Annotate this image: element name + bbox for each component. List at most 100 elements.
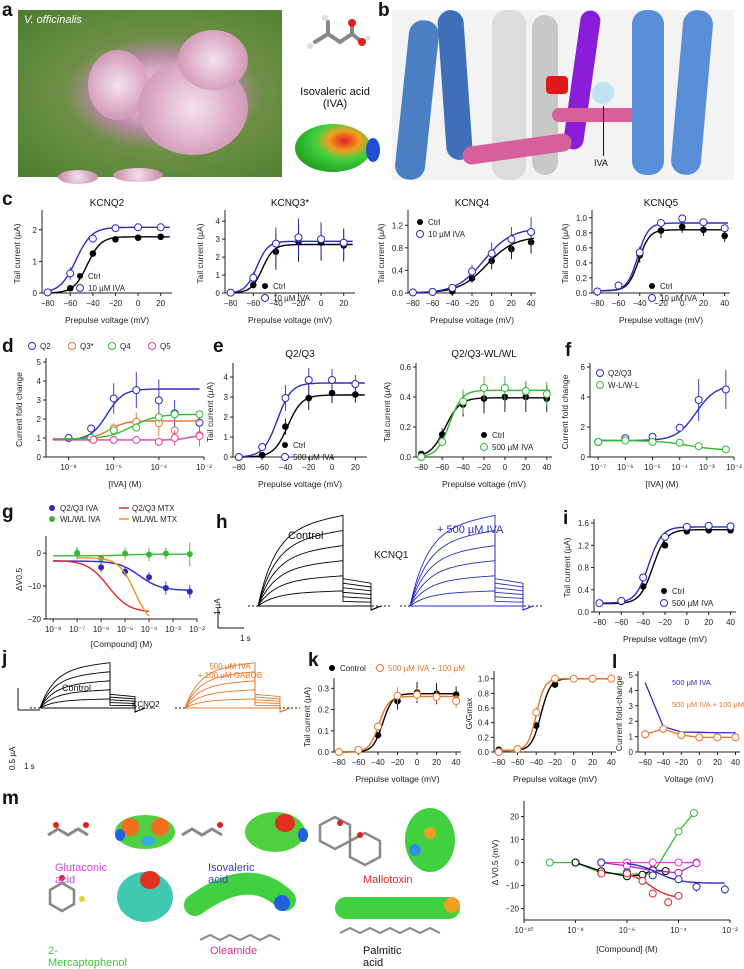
y-axis-label: Δ V0.5 (mV) bbox=[490, 839, 500, 885]
legend-label: 500 µM IVA bbox=[672, 599, 714, 608]
data-point bbox=[704, 521, 713, 530]
series-500-m-iva-100-m-gabob bbox=[494, 674, 616, 756]
kcnq-channel-structure: IVA bbox=[392, 10, 734, 180]
panel-label-h: h bbox=[216, 512, 228, 533]
y-tick-label: 0 bbox=[224, 453, 229, 462]
molecule-name-isovaleric: Isovaleric acid bbox=[208, 862, 254, 886]
y-tick-label: 2 bbox=[224, 413, 229, 422]
data-point bbox=[614, 281, 623, 290]
legend-swatch bbox=[49, 505, 55, 511]
y-tick-label: 0.6 bbox=[576, 244, 588, 253]
series-10-m-iva bbox=[226, 218, 353, 297]
data-point bbox=[661, 532, 669, 541]
kcnq2-current-traces bbox=[17, 662, 300, 713]
data-point bbox=[393, 691, 402, 700]
data-point bbox=[154, 437, 163, 446]
fit-curve bbox=[626, 874, 679, 898]
chart-q2q3: −80 −60 −40 −20 0 20 0 1 2 3 4 Prepulse voltage (mV… bbox=[205, 349, 367, 489]
chart-dose-response-kcnq: 10⁻⁸ 10⁻⁶ 10⁻⁴ 10⁻² 0 1 2 3 4 5 [IVA] (M) Current f… bbox=[14, 342, 212, 489]
panel-label-i: i bbox=[563, 508, 569, 529]
data-point bbox=[408, 288, 417, 297]
x-axis-label: [IVA] (M) bbox=[646, 479, 679, 489]
mallotoxin-ligand bbox=[546, 76, 568, 94]
data-point bbox=[281, 394, 290, 402]
data-point bbox=[674, 858, 683, 867]
data-point bbox=[89, 250, 97, 257]
y-axis-label: Tail current (µA) bbox=[205, 382, 215, 442]
x-tick-label: −40 bbox=[446, 299, 460, 308]
y-tick-label: 6 bbox=[581, 363, 586, 372]
legend-label: Ctrl bbox=[273, 282, 286, 291]
chart-kcnq1: −80 −60 −40 −20 0 20 40 0.0 0.4 0.8 1.2 1.6 Prepulse… bbox=[562, 519, 736, 644]
data-point bbox=[545, 858, 554, 867]
legend-swatch bbox=[481, 432, 487, 438]
fit-curve bbox=[230, 240, 353, 294]
y-tick-label: 0.0 bbox=[318, 748, 330, 757]
x-tick-label: −20 bbox=[292, 299, 306, 308]
j-channel-label: KCNQ2 bbox=[132, 700, 160, 709]
current-trace bbox=[185, 707, 291, 713]
data-point bbox=[664, 898, 673, 907]
legend-label: 10 µM IVA bbox=[428, 230, 466, 239]
data-point bbox=[89, 435, 98, 444]
data-point bbox=[571, 858, 580, 867]
legend-label: Q2 bbox=[40, 342, 51, 351]
y-tick-label: 0 bbox=[515, 859, 520, 868]
y-tick-label: 4 bbox=[224, 373, 229, 382]
data-point bbox=[146, 551, 153, 558]
x-tick-label: 40 bbox=[527, 299, 536, 308]
panel-label-f: f bbox=[565, 340, 572, 361]
y-tick-label: 0.8 bbox=[392, 244, 404, 253]
series-500-m-iva bbox=[595, 521, 735, 608]
x-tick-label: −40 bbox=[279, 463, 293, 472]
chart-compounds-dv05: 10⁻¹⁰ 10⁻⁸ 10⁻⁶ 10⁻⁴ 10⁻² −20 −10 0 10 20 [Compoun… bbox=[490, 801, 738, 954]
x-tick-label: −80 bbox=[591, 299, 605, 308]
legend-label: Q2/Q3 IVA bbox=[60, 504, 99, 513]
legend-swatch bbox=[596, 369, 604, 377]
data-point bbox=[132, 386, 141, 395]
y-tick-label: 0.1 bbox=[318, 727, 330, 736]
data-point bbox=[354, 745, 363, 754]
x-tick-label: −80 bbox=[414, 463, 428, 472]
y-tick-label: 2 bbox=[216, 253, 221, 262]
legend-swatch bbox=[49, 516, 55, 522]
series-w-l-w-l bbox=[594, 436, 730, 454]
series-500-m-iva-100-m-gabob bbox=[641, 724, 740, 742]
h-channel-label: KCNQ1 bbox=[374, 550, 409, 561]
chart-kcnq2: −80 −60 −40 −20 0 20 0 1 2 Prepulse voltage (mV) T… bbox=[12, 198, 172, 325]
data-point bbox=[721, 385, 730, 394]
oleamide-name: Oleamide bbox=[210, 945, 258, 957]
x-tick-label: 0 bbox=[319, 299, 324, 308]
legend-label: Ctrl bbox=[293, 441, 306, 450]
legend-label: 500 µM IVA bbox=[293, 453, 335, 462]
y-tick-label: 0.2 bbox=[576, 274, 588, 283]
data-point bbox=[146, 574, 153, 581]
legend-swatch bbox=[77, 273, 83, 279]
data-point bbox=[507, 235, 516, 244]
y-tick-label: 0.2 bbox=[318, 706, 330, 715]
x-axis-label: Prepulse voltage (mV) bbox=[430, 315, 514, 325]
x-tick-label: −20 bbox=[477, 463, 491, 472]
legend-swatch bbox=[281, 453, 289, 461]
data-point bbox=[500, 384, 509, 392]
molecule-name-palmitic: Palmitic acid bbox=[363, 945, 402, 969]
y-axis-label: G/Gmax bbox=[464, 697, 474, 729]
x-axis-label: Prepulse voltage (mV) bbox=[442, 479, 526, 489]
data-point bbox=[154, 413, 163, 422]
y-axis-label: Tail current (µA) bbox=[195, 223, 205, 283]
data-point bbox=[720, 224, 729, 233]
x-tick-label: 10⁻⁴ bbox=[670, 926, 687, 935]
current-trace bbox=[184, 662, 291, 713]
data-point bbox=[551, 674, 559, 683]
data-point bbox=[328, 376, 337, 384]
current-trace bbox=[184, 698, 291, 713]
current-trace bbox=[40, 707, 146, 713]
current-trace bbox=[39, 680, 146, 713]
data-point bbox=[282, 423, 289, 430]
data-point bbox=[597, 858, 606, 867]
x-tick-label: 10⁻⁷ bbox=[590, 463, 606, 472]
data-point bbox=[674, 875, 683, 884]
iva-label-line2: (IVA) bbox=[322, 98, 348, 110]
data-point bbox=[258, 451, 266, 459]
y-tick-label: 0.4 bbox=[400, 393, 412, 402]
